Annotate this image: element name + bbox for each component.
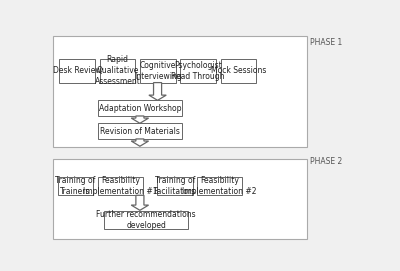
- Text: Desk Review: Desk Review: [53, 66, 102, 75]
- Text: PHASE 2: PHASE 2: [310, 157, 343, 166]
- Bar: [53, 36, 307, 147]
- Text: Feasibility
Implementation #2: Feasibility Implementation #2: [182, 176, 257, 196]
- Text: Cognitive
Interviewing: Cognitive Interviewing: [134, 60, 182, 81]
- Polygon shape: [131, 116, 148, 123]
- Text: Training of
Trainers: Training of Trainers: [55, 176, 96, 196]
- Bar: [100, 59, 135, 83]
- Bar: [98, 176, 143, 195]
- Text: Feasibility
Implementation #1: Feasibility Implementation #1: [83, 176, 158, 196]
- Text: Psychologist
Read Through: Psychologist Read Through: [171, 60, 225, 81]
- Text: Further recommendations
developed: Further recommendations developed: [96, 210, 196, 230]
- Text: Adaptation Workshop: Adaptation Workshop: [99, 104, 181, 113]
- Text: Mock Sessions: Mock Sessions: [211, 66, 266, 75]
- Polygon shape: [131, 139, 148, 146]
- Bar: [157, 176, 193, 195]
- Bar: [197, 176, 242, 195]
- Bar: [53, 159, 307, 239]
- Bar: [140, 59, 176, 83]
- Bar: [180, 59, 216, 83]
- Text: PHASE 1: PHASE 1: [310, 38, 343, 47]
- Bar: [104, 211, 188, 229]
- Bar: [220, 59, 256, 83]
- Bar: [58, 176, 94, 195]
- Text: Rapid
Qualitative
Assessment: Rapid Qualitative Assessment: [94, 55, 140, 86]
- Text: Training of
Facilitators: Training of Facilitators: [154, 176, 196, 196]
- Bar: [98, 100, 182, 116]
- Polygon shape: [131, 195, 148, 210]
- Polygon shape: [149, 83, 166, 100]
- Bar: [59, 59, 95, 83]
- Text: Revision of Materials: Revision of Materials: [100, 127, 180, 136]
- Bar: [98, 123, 182, 139]
